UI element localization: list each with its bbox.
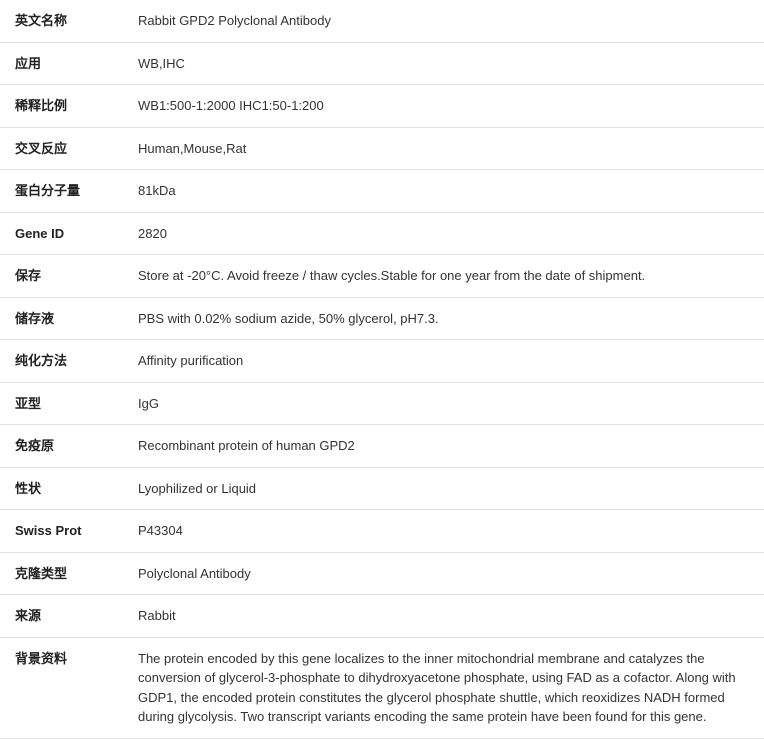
table-row: 来源Rabbit [0,595,764,638]
row-label: 储存液 [0,297,130,340]
specification-table: 英文名称Rabbit GPD2 Polyclonal Antibody应用WB,… [0,0,764,739]
row-value: WB,IHC [130,42,764,85]
row-label: 纯化方法 [0,340,130,383]
row-value: Rabbit [130,595,764,638]
table-row: 性状Lyophilized or Liquid [0,467,764,510]
row-value: WB1:500-1:2000 IHC1:50-1:200 [130,85,764,128]
row-label: 性状 [0,467,130,510]
row-label: 保存 [0,255,130,298]
row-label: 来源 [0,595,130,638]
table-row: 亚型IgG [0,382,764,425]
table-row: 克隆类型Polyclonal Antibody [0,552,764,595]
row-value: P43304 [130,510,764,553]
row-value: 2820 [130,212,764,255]
table-row: 背景资料The protein encoded by this gene loc… [0,637,764,738]
table-row: 稀释比例WB1:500-1:2000 IHC1:50-1:200 [0,85,764,128]
row-label: 背景资料 [0,637,130,738]
row-value: Rabbit GPD2 Polyclonal Antibody [130,0,764,42]
specification-table-body: 英文名称Rabbit GPD2 Polyclonal Antibody应用WB,… [0,0,764,738]
row-value: Polyclonal Antibody [130,552,764,595]
row-value: Recombinant protein of human GPD2 [130,425,764,468]
row-label: 应用 [0,42,130,85]
row-label: 英文名称 [0,0,130,42]
table-row: 免疫原Recombinant protein of human GPD2 [0,425,764,468]
row-value: Human,Mouse,Rat [130,127,764,170]
table-row: Swiss ProtP43304 [0,510,764,553]
table-row: 蛋白分子量81kDa [0,170,764,213]
table-row: 保存Store at -20°C. Avoid freeze / thaw cy… [0,255,764,298]
table-row: Gene ID2820 [0,212,764,255]
row-label: 蛋白分子量 [0,170,130,213]
row-label: 亚型 [0,382,130,425]
row-value: Lyophilized or Liquid [130,467,764,510]
table-row: 英文名称Rabbit GPD2 Polyclonal Antibody [0,0,764,42]
table-row: 交叉反应Human,Mouse,Rat [0,127,764,170]
table-row: 应用WB,IHC [0,42,764,85]
row-value: Store at -20°C. Avoid freeze / thaw cycl… [130,255,764,298]
table-row: 储存液PBS with 0.02% sodium azide, 50% glyc… [0,297,764,340]
row-value: IgG [130,382,764,425]
row-label: 免疫原 [0,425,130,468]
row-value: Affinity purification [130,340,764,383]
row-label: 克隆类型 [0,552,130,595]
row-label: 交叉反应 [0,127,130,170]
row-label: 稀释比例 [0,85,130,128]
row-value: PBS with 0.02% sodium azide, 50% glycero… [130,297,764,340]
row-label: Swiss Prot [0,510,130,553]
table-row: 纯化方法Affinity purification [0,340,764,383]
row-label: Gene ID [0,212,130,255]
row-value: 81kDa [130,170,764,213]
row-value: The protein encoded by this gene localiz… [130,637,764,738]
